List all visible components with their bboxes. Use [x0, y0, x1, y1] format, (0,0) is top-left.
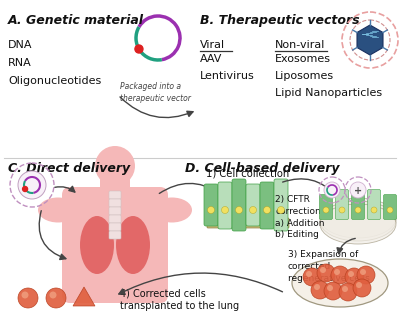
Circle shape [342, 286, 348, 292]
Circle shape [345, 268, 363, 286]
FancyBboxPatch shape [109, 191, 121, 199]
Text: B. Therapeutic vectors: B. Therapeutic vectors [200, 14, 360, 27]
Text: RNA: RNA [8, 58, 32, 68]
Circle shape [339, 207, 345, 213]
FancyBboxPatch shape [336, 190, 348, 219]
FancyBboxPatch shape [100, 177, 130, 205]
Ellipse shape [80, 216, 114, 274]
Circle shape [18, 171, 46, 199]
Ellipse shape [116, 216, 150, 274]
Circle shape [324, 182, 340, 198]
Text: D. Cell-based delivery: D. Cell-based delivery [185, 162, 340, 175]
FancyBboxPatch shape [246, 184, 260, 226]
Circle shape [250, 206, 256, 213]
Text: C. Direct delivery: C. Direct delivery [8, 162, 130, 175]
Circle shape [222, 206, 228, 213]
Ellipse shape [297, 280, 383, 297]
Circle shape [348, 271, 354, 277]
Circle shape [22, 186, 28, 191]
Circle shape [317, 264, 335, 282]
Circle shape [334, 269, 340, 275]
Circle shape [306, 271, 312, 277]
Circle shape [355, 207, 361, 213]
FancyBboxPatch shape [320, 195, 332, 219]
Polygon shape [357, 25, 383, 55]
FancyBboxPatch shape [352, 195, 364, 219]
Text: 3) Expansion of
corrected
regenerative cells: 3) Expansion of corrected regenerative c… [288, 250, 370, 283]
Text: Lipid Nanoparticles: Lipid Nanoparticles [275, 88, 382, 98]
Text: Lentivirus: Lentivirus [200, 71, 255, 81]
Ellipse shape [292, 259, 388, 307]
Circle shape [320, 267, 326, 273]
Circle shape [311, 281, 329, 299]
Circle shape [356, 282, 362, 288]
Text: Non-viral: Non-viral [275, 40, 325, 50]
FancyBboxPatch shape [232, 179, 246, 231]
Text: DNA: DNA [8, 40, 32, 50]
FancyBboxPatch shape [62, 187, 168, 303]
Circle shape [236, 206, 242, 213]
Circle shape [327, 285, 333, 291]
Circle shape [50, 292, 56, 299]
Text: Oligonucleotides: Oligonucleotides [8, 76, 101, 86]
FancyBboxPatch shape [368, 190, 380, 219]
FancyBboxPatch shape [207, 218, 289, 228]
Circle shape [331, 266, 349, 284]
Circle shape [339, 283, 357, 301]
FancyBboxPatch shape [109, 215, 121, 223]
Text: +: + [354, 186, 362, 196]
FancyBboxPatch shape [218, 182, 232, 229]
Text: 1) Cell collection: 1) Cell collection [206, 168, 290, 178]
FancyBboxPatch shape [384, 195, 396, 219]
Polygon shape [73, 287, 95, 306]
Ellipse shape [320, 201, 396, 241]
Text: Liposomes: Liposomes [275, 71, 334, 81]
Circle shape [324, 282, 342, 300]
Circle shape [278, 206, 284, 213]
Text: A. Genetic material: A. Genetic material [8, 14, 144, 27]
FancyBboxPatch shape [109, 231, 121, 239]
FancyBboxPatch shape [109, 199, 121, 207]
Circle shape [135, 45, 143, 53]
FancyBboxPatch shape [109, 207, 121, 215]
Circle shape [264, 206, 270, 213]
Circle shape [323, 207, 329, 213]
Circle shape [387, 207, 393, 213]
Circle shape [350, 182, 366, 198]
Circle shape [371, 207, 377, 213]
Circle shape [357, 266, 375, 284]
Text: Viral: Viral [200, 40, 225, 50]
Circle shape [46, 288, 66, 308]
Text: Packaged into a
therapeutic vector: Packaged into a therapeutic vector [120, 82, 191, 103]
Text: 4) Corrected cells
transplanted to the lung: 4) Corrected cells transplanted to the l… [120, 288, 239, 311]
Circle shape [314, 284, 320, 290]
Circle shape [208, 206, 214, 213]
FancyBboxPatch shape [274, 179, 288, 231]
Circle shape [360, 269, 366, 275]
Ellipse shape [152, 197, 192, 223]
Circle shape [303, 268, 321, 286]
Text: 2) CFTR
correction
a) Addition
b) Editing: 2) CFTR correction a) Addition b) Editin… [275, 195, 324, 239]
Circle shape [95, 146, 135, 186]
Circle shape [18, 288, 38, 308]
Ellipse shape [320, 204, 396, 244]
Circle shape [353, 279, 371, 297]
Ellipse shape [320, 198, 396, 238]
FancyBboxPatch shape [260, 182, 274, 229]
Text: AAV: AAV [200, 54, 222, 64]
Circle shape [22, 292, 28, 299]
Ellipse shape [38, 197, 78, 223]
Text: Exosomes: Exosomes [275, 54, 331, 64]
FancyBboxPatch shape [109, 223, 121, 231]
FancyBboxPatch shape [204, 184, 218, 226]
